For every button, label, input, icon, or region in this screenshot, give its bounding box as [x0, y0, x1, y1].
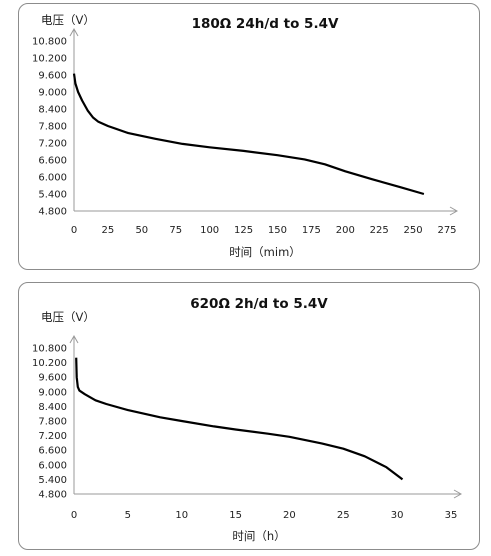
x-tick-label: 30	[391, 510, 404, 521]
y-tick-label: 9.000	[38, 387, 67, 398]
x-tick-label: 200	[336, 225, 355, 236]
y-tick-label: 6.600	[38, 156, 67, 167]
y-tick-label: 7.200	[38, 431, 67, 442]
x-axis-label: 时间（h）	[232, 529, 285, 543]
chart-1: 180Ω 24h/d to 5.4V 电压（V） 时间（mim） 10.800 10.2…	[32, 13, 459, 259]
x-axis-arrow	[449, 206, 459, 216]
y-tick-label: 9.000	[38, 88, 67, 99]
x-tick-label: 0	[71, 510, 77, 521]
y-tick-label: 7.800	[38, 417, 67, 428]
x-tick-label: 275	[437, 225, 456, 236]
x-tick-label: 15	[229, 510, 242, 521]
x-tick-label: 0	[71, 225, 77, 236]
y-tick-label: 8.400	[38, 105, 67, 116]
x-tick-label: 25	[337, 510, 350, 521]
y-tick-label: 5.400	[38, 475, 67, 486]
y-tick-label: 6.000	[38, 173, 67, 184]
series-line	[72, 73, 425, 196]
y-tick-label: 10.200	[32, 54, 67, 65]
x-tick-label: 250	[404, 225, 423, 236]
series-line	[75, 357, 404, 481]
y-tick-label: 6.000	[38, 460, 67, 471]
y-tick-label: 10.200	[32, 358, 67, 369]
x-tick-label: 225	[370, 225, 389, 236]
chart-panel-2: 620Ω 2h/d to 5.4V 电压（V） 时间（h） 10.800 10.200 9…	[18, 282, 480, 550]
y-axis-arrow	[69, 27, 79, 37]
chart-title: 180Ω 24h/d to 5.4V	[192, 16, 339, 32]
y-tick-label: 4.800	[38, 207, 67, 218]
chart-title: 620Ω 2h/d to 5.4V	[190, 296, 328, 312]
y-axis-label: 电压（V）	[41, 310, 95, 324]
y-tick-label: 10.800	[32, 344, 67, 355]
y-tick-label: 7.200	[38, 139, 67, 150]
y-tick-label: 5.400	[38, 190, 67, 201]
y-axis-arrow	[69, 334, 79, 344]
y-tick-label: 9.600	[38, 71, 67, 82]
x-tick-label: 5	[125, 510, 131, 521]
chart-panel-1: 180Ω 24h/d to 5.4V 电压（V） 时间（mim） 10.800 10.2…	[18, 3, 480, 270]
y-tick-label: 9.600	[38, 373, 67, 384]
y-tick-label: 4.800	[38, 490, 67, 501]
x-tick-label: 175	[302, 225, 321, 236]
y-tick-label: 6.600	[38, 446, 67, 457]
x-axis-arrow	[453, 489, 463, 499]
x-tick-label: 150	[268, 225, 287, 236]
chart-2: 620Ω 2h/d to 5.4V 电压（V） 时间（h） 10.800 10.200 9…	[32, 296, 463, 543]
y-tick-label: 10.800	[32, 37, 67, 48]
x-axis-label: 时间（mim）	[229, 245, 301, 259]
y-tick-label: 8.400	[38, 402, 67, 413]
x-tick-label: 20	[283, 510, 296, 521]
y-tick-label: 7.800	[38, 122, 67, 133]
x-tick-label: 10	[175, 510, 188, 521]
x-tick-label: 100	[200, 225, 219, 236]
x-tick-label: 125	[234, 225, 253, 236]
y-axis-label: 电压（V）	[41, 13, 95, 27]
x-tick-label: 35	[445, 510, 458, 521]
x-tick-label: 75	[169, 225, 182, 236]
x-tick-label: 25	[102, 225, 115, 236]
x-tick-label: 50	[135, 225, 148, 236]
